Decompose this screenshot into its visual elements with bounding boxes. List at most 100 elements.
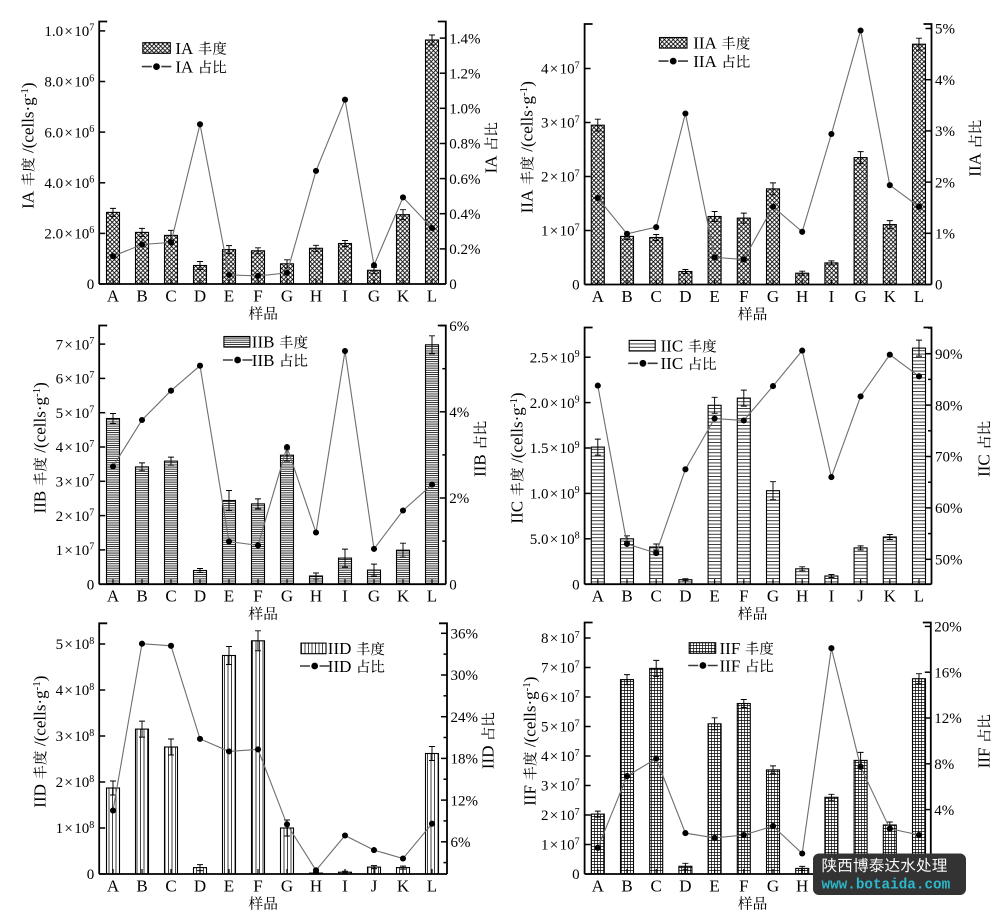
svg-text:10: 10 [560,487,575,503]
svg-text:8: 8 [89,682,94,693]
svg-text:A: A [592,587,605,606]
svg-text:-1: -1 [508,398,520,407]
svg-text:H: H [310,587,322,606]
svg-text:8: 8 [541,631,549,647]
svg-text:6: 6 [89,225,94,236]
svg-text:10: 10 [74,543,89,559]
svg-text:IIF: IIF [975,748,994,769]
svg-text:10: 10 [560,532,575,548]
svg-text:0: 0 [87,277,95,293]
svg-text:IIA: IIA [518,189,537,213]
svg-text:7: 7 [575,659,580,670]
svg-text:IIB: IIB [252,333,275,352]
svg-text:0: 0 [449,577,457,593]
svg-text:B: B [136,877,147,896]
svg-text:3: 3 [56,475,64,491]
svg-text:7: 7 [575,807,580,818]
svg-text:IIF: IIF [720,656,741,675]
svg-text:4%: 4% [935,73,955,89]
svg-text:2: 2 [541,170,549,186]
svg-text:0.8%: 0.8% [449,137,480,153]
svg-text:10: 10 [560,396,575,412]
svg-text:×: × [550,749,558,765]
svg-text:F: F [253,287,262,306]
svg-text:90%: 90% [935,347,963,363]
svg-text:10: 10 [74,683,89,699]
svg-text:7: 7 [575,168,580,179]
svg-text:0: 0 [449,277,457,293]
svg-text:): ) [31,676,50,682]
svg-text:D: D [679,287,691,306]
svg-text:16%: 16% [934,665,962,681]
svg-text:9: 9 [575,440,580,451]
svg-text:K: K [397,877,410,896]
svg-text:6%: 6% [449,319,469,335]
svg-text:I: I [829,587,835,606]
svg-text:): ) [508,392,527,398]
svg-text:1: 1 [541,838,549,854]
svg-text:4: 4 [56,683,64,699]
svg-text:F: F [739,877,748,896]
svg-text:10: 10 [74,24,89,40]
svg-text:10: 10 [74,637,89,653]
svg-text:0.6%: 0.6% [449,172,480,188]
svg-text:G: G [281,287,293,306]
svg-text:B: B [621,877,632,896]
svg-text:8: 8 [575,531,580,542]
svg-text:0: 0 [87,577,95,593]
svg-text:K: K [884,287,897,306]
svg-text:C: C [651,587,662,606]
svg-text:L: L [914,587,924,606]
svg-text:×: × [64,543,72,559]
svg-text:IA: IA [175,57,194,76]
svg-text:L: L [427,287,437,306]
svg-text:9: 9 [575,349,580,360]
svg-text:H: H [796,587,808,606]
svg-text:7: 7 [575,718,580,729]
svg-text:6: 6 [89,73,94,84]
svg-text:D: D [679,587,691,606]
svg-text:L: L [427,587,437,606]
svg-text:7: 7 [575,836,580,847]
svg-text:1.0: 1.0 [530,487,549,503]
svg-text:G: G [767,287,779,306]
svg-text:1.0: 1.0 [44,24,63,40]
svg-text:×: × [64,821,72,837]
svg-text:D: D [194,287,206,306]
svg-text:7: 7 [89,405,94,416]
svg-text:IID: IID [31,784,50,808]
svg-text:2.0: 2.0 [44,227,63,243]
svg-text:10: 10 [74,406,89,422]
svg-text:10: 10 [74,475,89,491]
svg-text:4%: 4% [934,803,954,819]
svg-text:IIF: IIF [720,639,741,658]
svg-text:10: 10 [560,441,575,457]
svg-text:10: 10 [560,62,575,78]
svg-text:F: F [253,587,262,606]
svg-text:1.2%: 1.2% [449,66,480,82]
svg-text:×: × [550,532,558,548]
svg-text:2%: 2% [449,491,469,507]
svg-text:/(cells·g: /(cells·g [31,397,50,453]
svg-text:×: × [550,720,558,736]
svg-text:×: × [550,690,558,706]
svg-text:0: 0 [572,577,580,593]
svg-text:3: 3 [56,729,64,745]
svg-text:0: 0 [572,867,580,883]
svg-text:IIA: IIA [693,52,717,71]
svg-text:E: E [224,287,234,306]
svg-text:3%: 3% [935,124,955,140]
svg-text:www.botaida.com: www.botaida.com [822,878,951,894]
svg-text:10: 10 [74,729,89,745]
svg-text:10: 10 [560,116,575,132]
svg-text:/(cells·g: /(cells·g [19,97,38,153]
svg-text:B: B [621,287,632,306]
svg-text:×: × [550,487,558,503]
svg-text:J: J [857,587,864,606]
svg-text:C: C [165,587,176,606]
svg-text:7: 7 [56,337,64,353]
svg-text:×: × [64,637,72,653]
svg-text:10: 10 [560,779,575,795]
svg-text:2.5: 2.5 [530,350,549,366]
svg-text:4: 4 [56,440,64,456]
